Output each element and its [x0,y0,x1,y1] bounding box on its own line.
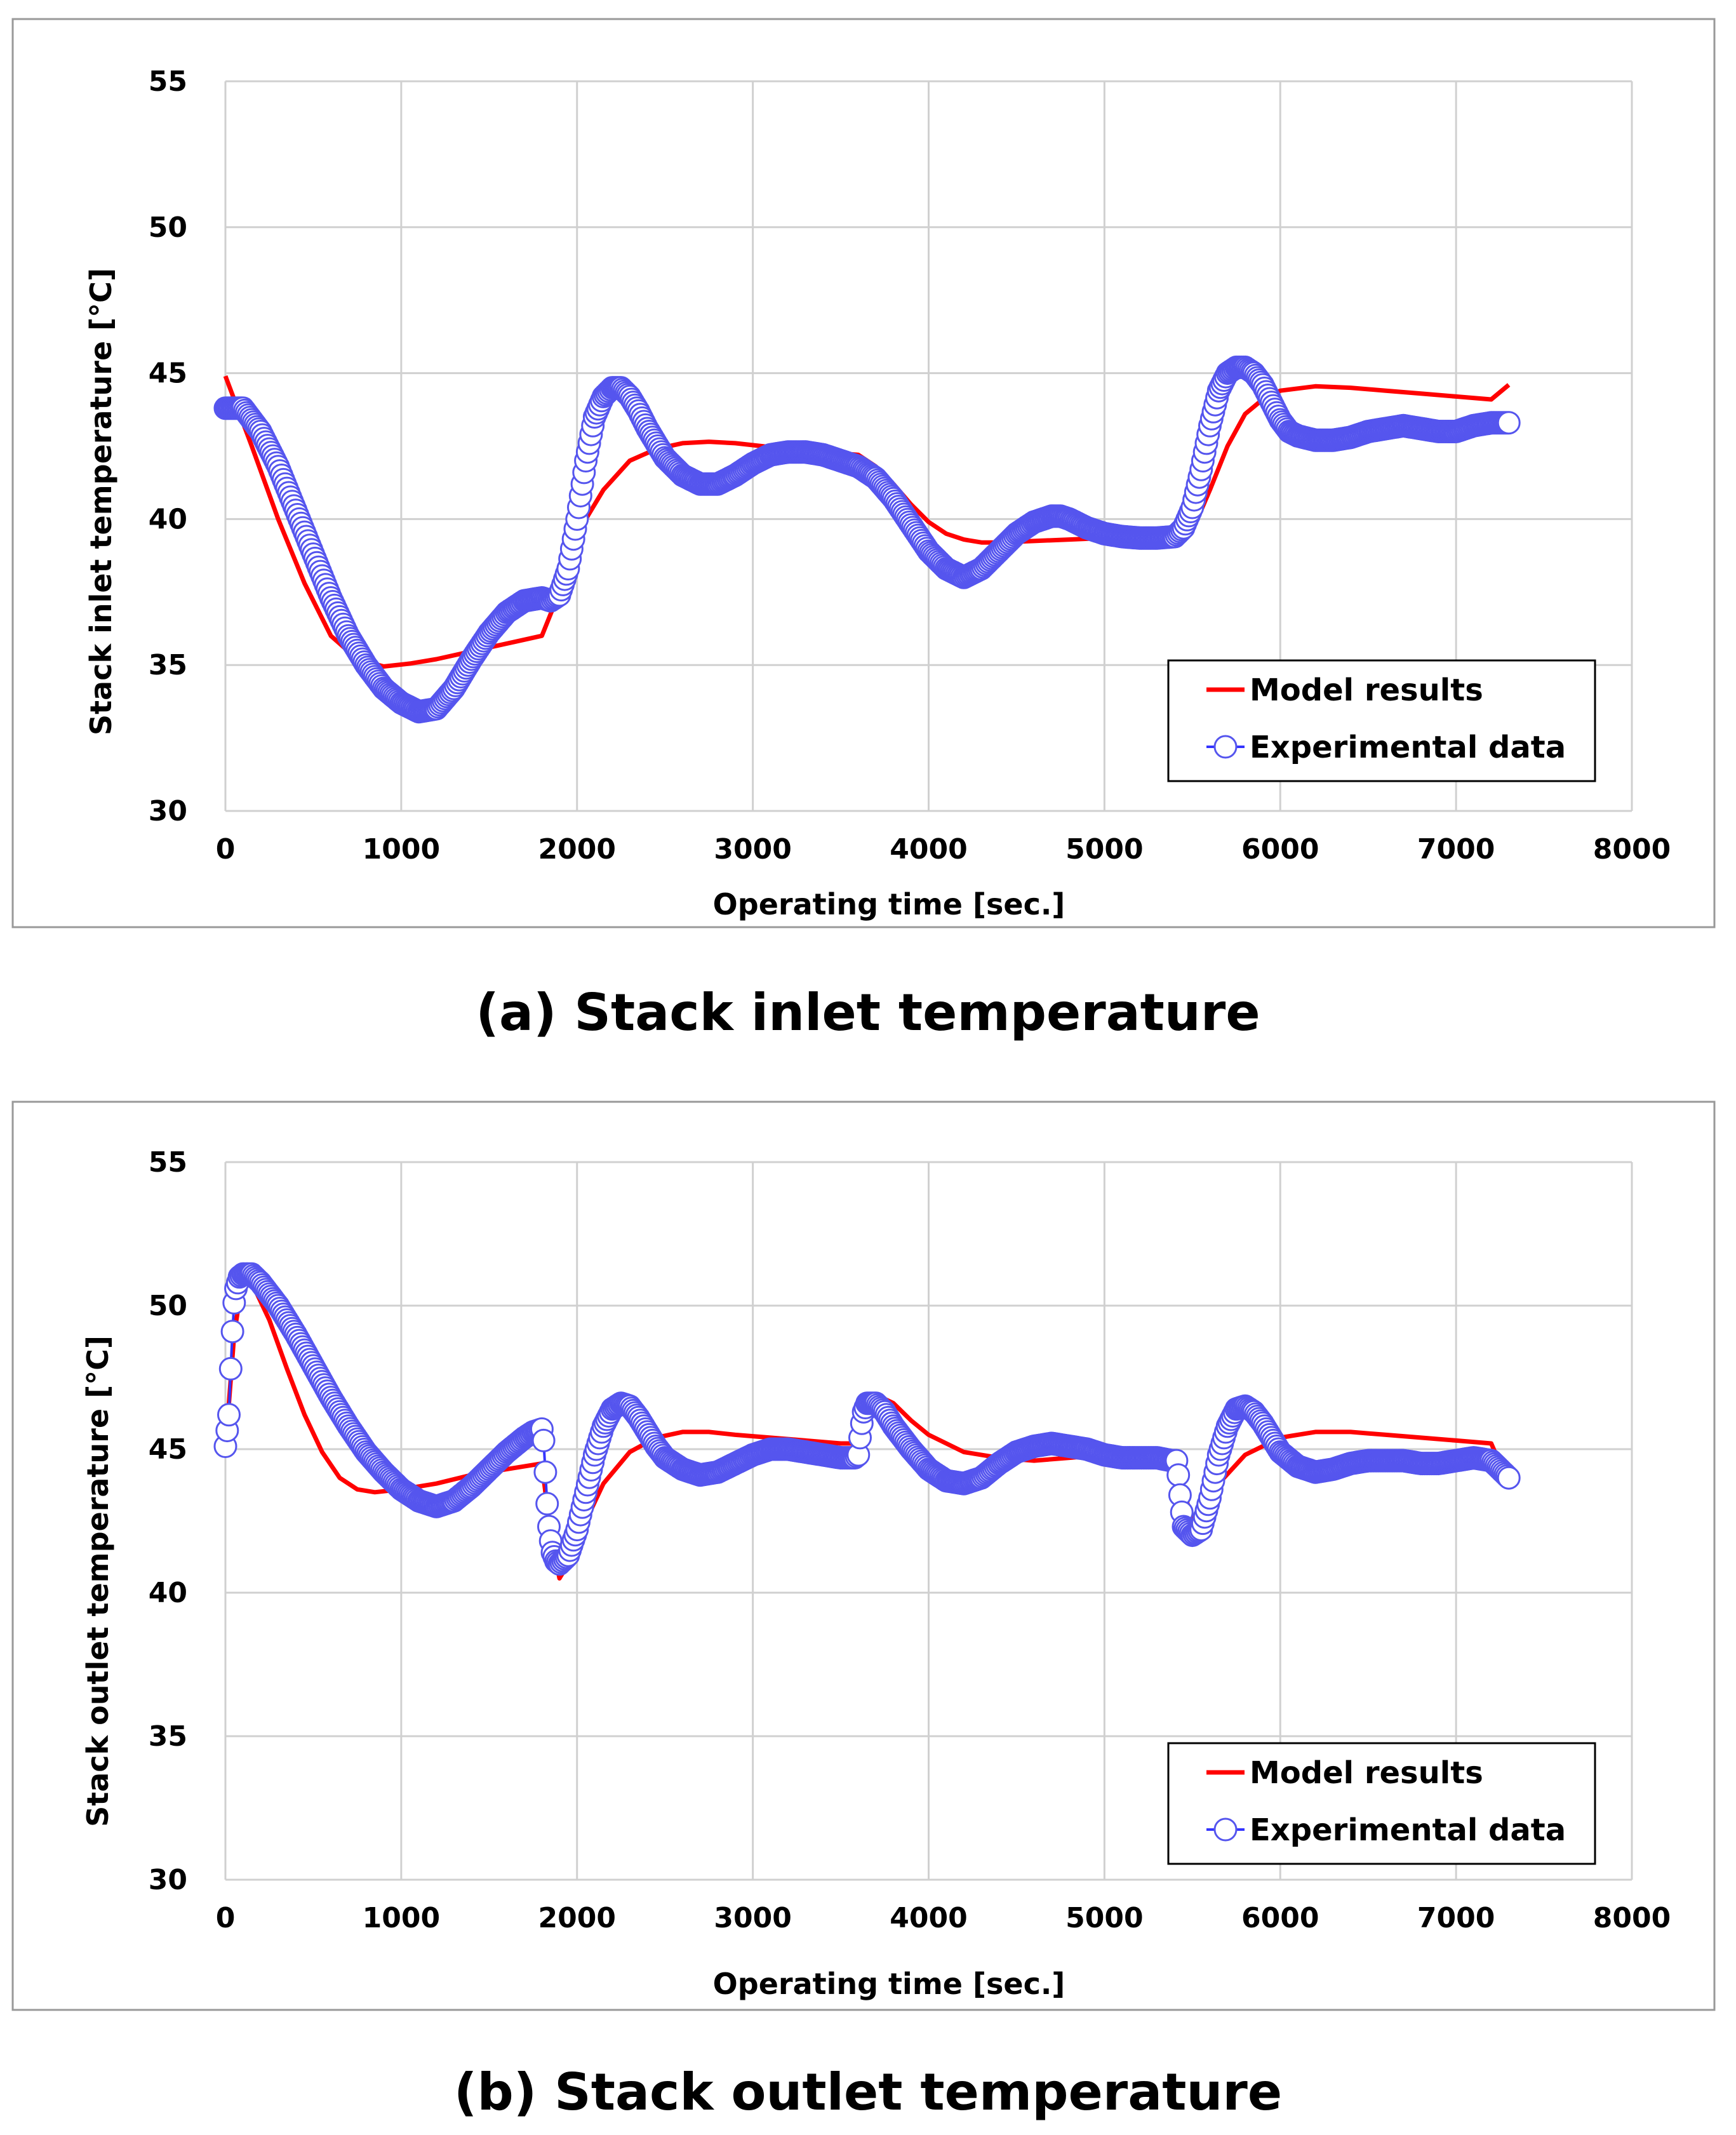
x-tick-label: 1000 [363,833,440,866]
y-tick-label: 45 [149,1433,187,1466]
experimental-data-point [1497,1466,1521,1490]
x-axis-label: Operating time [sec.] [713,887,1065,921]
legend-box [1167,1742,1596,1865]
y-tick-label: 30 [149,1864,187,1896]
legend-model-label: Model results [1250,1755,1483,1791]
x-tick-label: 2000 [538,1902,616,1934]
x-axis-label: Operating time [sec.] [713,1967,1065,2001]
caption-b: (b) Stack outlet temperature [454,2063,1282,2122]
y-tick-label: 50 [149,1290,187,1322]
y-tick-label: 40 [149,503,187,535]
x-tick-label: 7000 [1417,833,1495,866]
experimental-data-point [220,1320,244,1344]
x-tick-label: 5000 [1065,1902,1143,1934]
x-tick-label: 6000 [1241,833,1319,866]
y-tick-label: 40 [149,1577,187,1609]
y-tick-label: 35 [149,649,187,681]
chart-frame [11,1101,1716,2011]
y-tick-label: 30 [149,795,187,827]
model-series [223,1275,1511,1581]
legend: Model results Experimental data [1167,1742,1596,1865]
caption-a: (a) Stack inlet temperature [476,983,1260,1042]
x-tick-label: 3000 [714,833,791,866]
experimental-data-point [218,1356,243,1381]
tick-labels: 0 1000 2000 3000 4000 5000 6000 7000 8000 30 35 40 4… [149,65,1671,866]
legend-exp-marker [1213,1817,1238,1842]
y-tick-label: 50 [149,211,187,244]
legend-box [1167,659,1596,782]
experimental-data-point [533,1460,558,1484]
x-tick-label: 0 [216,833,236,866]
chart-panel-b: 0 1000 2000 3000 4000 5000 6000 7000 8000 30 35 40 4… [11,1101,1716,2011]
y-axis-label: Stack outlet temperature [°C] [81,1335,115,1827]
experimental-data-point [531,1428,556,1452]
experimental-data-point [535,1492,559,1516]
experimental-data-point [217,1403,241,1427]
x-tick-label: 8000 [1593,833,1671,866]
x-tick-label: 5000 [1065,833,1143,866]
x-tick-label: 4000 [890,833,967,866]
experimental-data-point [1166,1463,1191,1487]
x-tick-label: 2000 [538,833,616,866]
legend-exp-label: Experimental data [1250,730,1566,765]
x-tick-label: 6000 [1241,1902,1319,1934]
x-tick-label: 3000 [714,1902,791,1934]
x-tick-label: 0 [216,1902,236,1934]
legend-exp-label: Experimental data [1250,1812,1566,1848]
x-tick-label: 8000 [1593,1902,1671,1934]
experimental-data-point [1497,411,1521,435]
y-axis-label: Stack inlet temperature [°C] [84,268,118,735]
experimental-series [213,1262,1521,1576]
x-tick-label: 4000 [890,1902,967,1934]
y-tick-label: 45 [149,358,187,390]
tick-labels: 0 1000 2000 3000 4000 5000 6000 7000 8000 30 35 40 4… [149,1146,1671,1934]
y-tick-label: 55 [149,1146,187,1179]
x-tick-label: 7000 [1417,1902,1495,1934]
x-tick-label: 1000 [363,1902,440,1934]
legend-exp-marker [1213,735,1238,759]
chart-panel-a: 0 1000 2000 3000 4000 5000 6000 7000 8000 30 35 40 4… [11,18,1716,928]
y-tick-label: 55 [149,65,187,98]
experimental-series [213,355,1521,724]
model-results-line [223,1275,1511,1581]
legend: Model results Experimental data [1167,659,1596,782]
legend-model-label: Model results [1250,673,1483,708]
y-tick-label: 35 [149,1720,187,1753]
